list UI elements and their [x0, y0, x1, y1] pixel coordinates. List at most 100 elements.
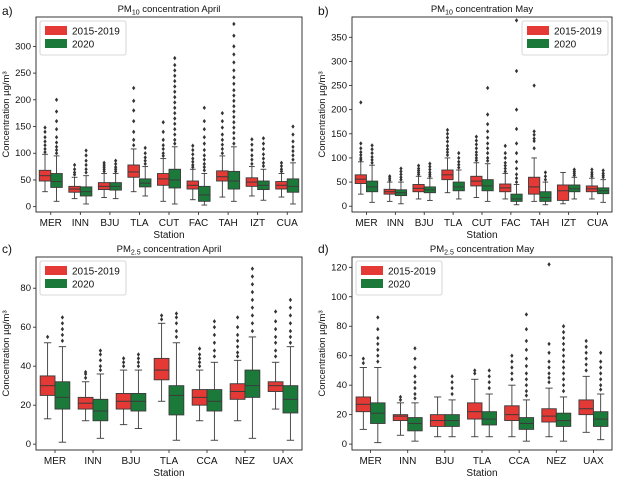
- outlier-point: [474, 158, 479, 163]
- box-nez-2020: [244, 266, 261, 439]
- outlier-point: [202, 168, 206, 173]
- outlier-point: [370, 150, 374, 156]
- outlier-point: [72, 170, 77, 175]
- outlier-point: [487, 380, 491, 385]
- y-tick-label: 100: [331, 153, 347, 164]
- legend-label: 2020: [72, 280, 95, 291]
- outlier-point: [132, 85, 136, 91]
- outlier-point: [173, 137, 177, 143]
- outlier-point: [174, 311, 179, 316]
- outlier-point: [235, 324, 240, 330]
- outlier-point: [514, 18, 519, 23]
- outlier-point: [514, 126, 519, 132]
- outlier-point: [232, 109, 236, 114]
- outlier-point: [485, 155, 490, 161]
- outlier-point: [220, 118, 224, 124]
- outlier-point: [599, 359, 603, 364]
- outlier-point: [445, 135, 450, 140]
- outlier-point: [261, 136, 266, 141]
- outlier-point: [561, 335, 566, 341]
- box-izt-2015-2019: [245, 137, 259, 197]
- outlier-point: [561, 329, 566, 335]
- outlier-point: [250, 274, 255, 279]
- outlier-point: [561, 388, 566, 394]
- outlier-point: [359, 149, 363, 155]
- outlier-point: [361, 356, 365, 361]
- outlier-point: [413, 385, 417, 391]
- outlier-point: [60, 338, 65, 344]
- y-tick-label: 20: [336, 410, 347, 421]
- legend: 2015-2019 2020: [39, 20, 127, 56]
- panel-d: d) PM2.5 concentration May 0 20 40 60 80 100 120…: [317, 242, 613, 479]
- outlier-point: [212, 340, 217, 345]
- outlier-point: [532, 83, 536, 88]
- box-cut-2015-2019: [470, 134, 483, 198]
- box-fac-2015-2019: [499, 143, 512, 200]
- outlier-point: [547, 359, 551, 364]
- outlier-point: [220, 125, 224, 130]
- outlier-point: [250, 297, 255, 303]
- outlier-point: [601, 168, 605, 173]
- outlier-point: [599, 365, 603, 370]
- x-axis-label: Station: [466, 468, 497, 479]
- outlier-point: [532, 132, 536, 137]
- x-tick-label: BJU: [100, 218, 119, 229]
- x-tick-label: FAC: [501, 218, 520, 229]
- outlier-point: [584, 362, 588, 367]
- outlier-point: [510, 365, 514, 370]
- box-iqr: [510, 193, 523, 202]
- outlier-point: [416, 166, 421, 171]
- box-iqr: [227, 170, 241, 190]
- outlier-point: [370, 160, 374, 165]
- legend-swatch: [527, 26, 549, 35]
- box-tla-2015-2019: [441, 127, 454, 194]
- outlier-point: [212, 319, 217, 324]
- box-izt-2020: [568, 167, 581, 200]
- outlier-point: [261, 163, 266, 169]
- outlier-point: [514, 176, 519, 181]
- outlier-point: [191, 152, 195, 157]
- x-tick-label: MER: [359, 456, 381, 467]
- outlier-point: [132, 98, 136, 104]
- outlier-point: [599, 350, 603, 355]
- box-izt-2015-2019: [556, 171, 570, 205]
- outlier-point: [273, 309, 278, 314]
- x-tick-label: TLA: [130, 218, 149, 229]
- box-mer-2020: [50, 97, 63, 202]
- outlier-point: [288, 328, 293, 334]
- outlier-point: [561, 341, 566, 347]
- outlier-point: [474, 149, 479, 155]
- outlier-point: [359, 152, 363, 158]
- outlier-point: [273, 319, 278, 324]
- outlier-point: [561, 377, 566, 382]
- box-uax-2020: [592, 350, 609, 441]
- outlier-point: [503, 150, 507, 156]
- box-mer-2015-2019: [354, 100, 367, 195]
- outlier-point: [547, 375, 551, 381]
- outlier-point: [232, 60, 236, 65]
- y-tick-label: 80: [20, 283, 31, 294]
- outlier-point: [191, 143, 195, 148]
- outlier-point: [561, 324, 566, 329]
- outlier-point: [599, 382, 603, 388]
- outlier-point: [173, 68, 177, 73]
- y-tick-label: 20: [20, 400, 31, 411]
- box-iqr: [467, 402, 483, 420]
- outlier-point: [474, 155, 479, 161]
- x-tick-label: CUA: [277, 218, 298, 229]
- outlier-point: [485, 158, 490, 164]
- box-inn-2020: [394, 166, 408, 205]
- x-tick-label: IZT: [250, 218, 265, 229]
- outlier-point: [54, 118, 59, 124]
- outlier-point: [173, 110, 177, 116]
- legend-label: 2020: [554, 40, 577, 51]
- outlier-point: [457, 159, 461, 165]
- outlier-point: [132, 143, 136, 148]
- outlier-point: [161, 137, 165, 143]
- legend-label: 2015-2019: [554, 27, 602, 38]
- y-tick-label: 80: [336, 321, 347, 332]
- outlier-point: [532, 136, 536, 141]
- y-tick-label: 40: [336, 380, 347, 391]
- x-axis-label: Station: [153, 230, 184, 241]
- outlier-point: [235, 338, 240, 344]
